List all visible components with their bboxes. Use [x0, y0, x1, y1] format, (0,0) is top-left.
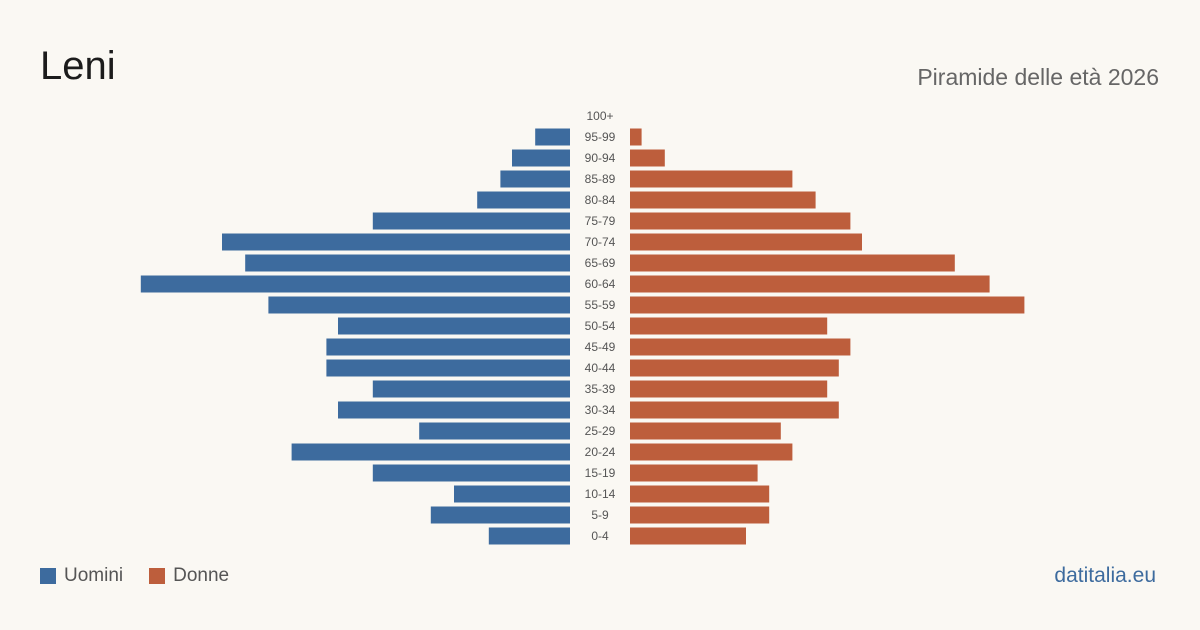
age-label-75-79: 75-79 — [585, 214, 616, 228]
age-label-80-84: 80-84 — [585, 193, 616, 207]
page-title: Leni — [40, 44, 116, 88]
bar-uomini-20-24 — [291, 443, 570, 461]
bar-donne-35-39 — [630, 380, 828, 398]
bar-uomini-40-44 — [326, 359, 570, 377]
chart-subtitle: Piramide delle età 2026 — [917, 64, 1159, 90]
bar-uomini-90-94 — [512, 149, 570, 167]
age-label-55-59: 55-59 — [585, 298, 616, 312]
bar-donne-80-84 — [630, 191, 816, 209]
legend-item-uomini: Uomini — [40, 565, 123, 587]
legend: Uomini Donne — [40, 565, 255, 587]
legend-item-donne: Donne — [149, 565, 229, 587]
age-label-40-44: 40-44 — [585, 361, 616, 375]
bar-donne-55-59 — [630, 296, 1025, 314]
age-label-15-19: 15-19 — [585, 466, 616, 480]
bar-donne-45-49 — [630, 338, 851, 356]
bar-donne-15-19 — [630, 464, 758, 482]
legend-swatch-uomini — [40, 568, 56, 584]
age-label-85-89: 85-89 — [585, 172, 616, 186]
age-label-100plus: 100+ — [586, 109, 613, 123]
bar-donne-95-99 — [630, 128, 642, 146]
bar-donne-70-74 — [630, 233, 862, 251]
bar-uomini-75-79 — [372, 212, 570, 230]
bar-donne-30-34 — [630, 401, 839, 419]
bar-uomini-70-74 — [222, 233, 570, 251]
legend-swatch-donne — [149, 568, 166, 584]
age-label-0-4: 0-4 — [591, 529, 609, 543]
bar-donne-40-44 — [630, 359, 839, 377]
bar-donne-60-64 — [630, 275, 990, 293]
age-label-90-94: 90-94 — [585, 151, 616, 165]
bar-donne-0-4 — [630, 527, 746, 545]
bar-donne-25-29 — [630, 422, 781, 440]
bar-uomini-35-39 — [372, 380, 570, 398]
bar-uomini-25-29 — [419, 422, 570, 440]
age-label-35-39: 35-39 — [585, 382, 616, 396]
age-label-25-29: 25-29 — [585, 424, 616, 438]
bar-donne-10-14 — [630, 485, 770, 503]
bar-uomini-10-14 — [454, 485, 570, 503]
bar-uomini-0-4 — [488, 527, 570, 545]
age-label-60-64: 60-64 — [585, 277, 616, 291]
bar-uomini-95-99 — [535, 128, 570, 146]
bar-uomini-80-84 — [477, 191, 570, 209]
bar-uomini-15-19 — [372, 464, 570, 482]
bar-uomini-5-9 — [430, 506, 570, 524]
bar-donne-75-79 — [630, 212, 851, 230]
age-label-20-24: 20-24 — [585, 445, 616, 459]
bar-donne-20-24 — [630, 443, 793, 461]
legend-label-uomini: Uomini — [64, 565, 124, 586]
bar-uomini-60-64 — [140, 275, 571, 293]
bar-donne-90-94 — [630, 149, 665, 167]
age-label-5-9: 5-9 — [591, 508, 609, 522]
age-label-30-34: 30-34 — [585, 403, 616, 417]
bar-donne-50-54 — [630, 317, 828, 335]
bar-donne-85-89 — [630, 170, 793, 188]
bar-uomini-85-89 — [500, 170, 570, 188]
brand-link[interactable]: datitalia.eu — [1054, 564, 1156, 587]
legend-label-donne: Donne — [173, 565, 230, 586]
bar-uomini-55-59 — [268, 296, 570, 314]
bar-donne-5-9 — [630, 506, 770, 524]
age-label-10-14: 10-14 — [585, 487, 616, 501]
bar-donne-65-69 — [630, 254, 955, 272]
age-label-70-74: 70-74 — [585, 235, 616, 249]
age-label-65-69: 65-69 — [585, 256, 616, 270]
age-label-50-54: 50-54 — [585, 319, 616, 333]
bar-uomini-50-54 — [338, 317, 570, 335]
age-label-45-49: 45-49 — [585, 340, 616, 354]
bar-uomini-65-69 — [245, 254, 570, 272]
bar-uomini-30-34 — [338, 401, 570, 419]
bar-uomini-45-49 — [326, 338, 570, 356]
age-label-95-99: 95-99 — [585, 130, 616, 144]
